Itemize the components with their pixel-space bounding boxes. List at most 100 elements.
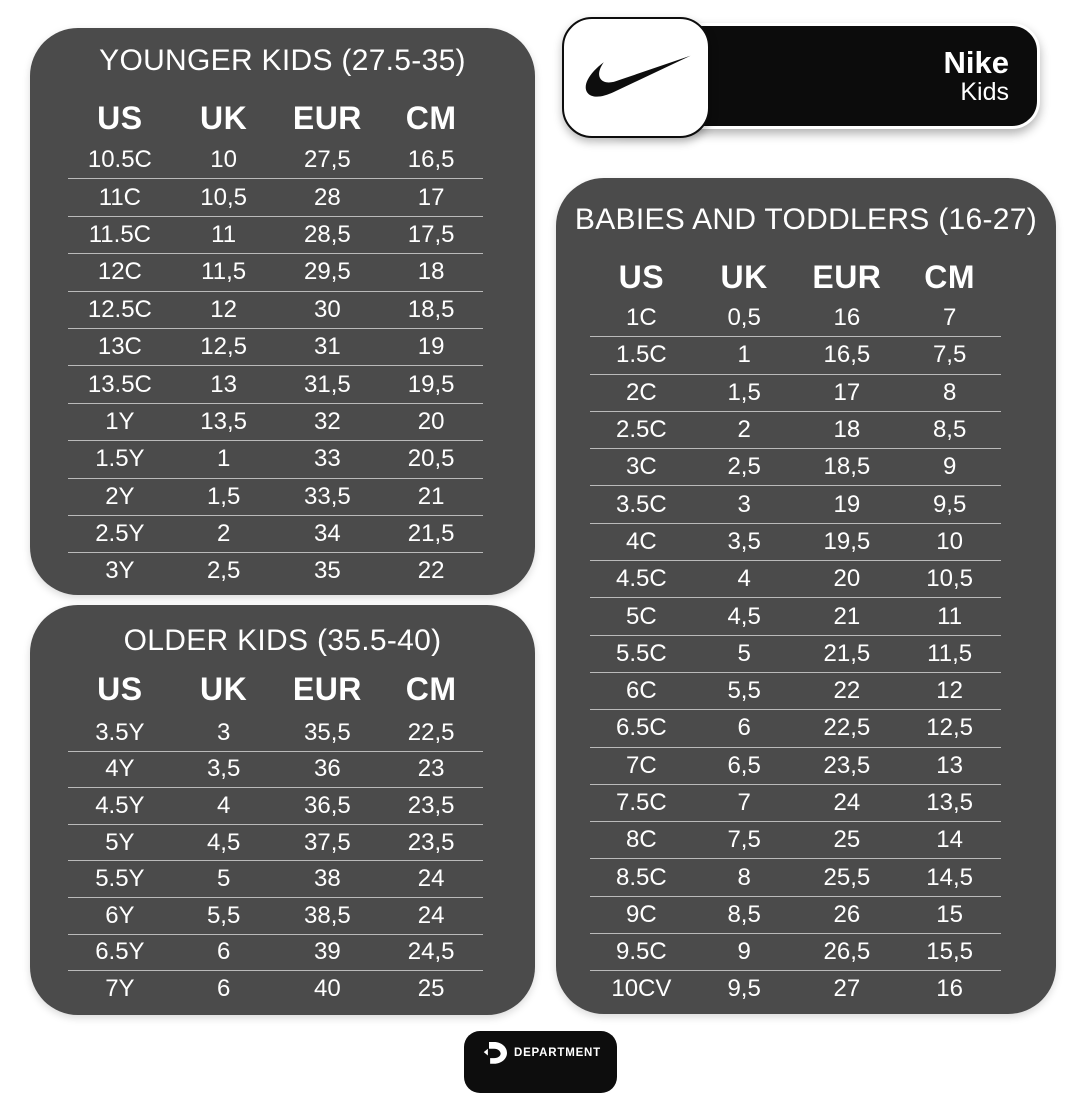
table-cell: 10CV <box>611 975 672 1003</box>
table-cell: 7.5C <box>616 789 667 816</box>
header-eur: EUR <box>292 671 362 707</box>
table-cell: 10 <box>210 146 237 174</box>
babies-toddlers-table: US UK EUR CM 1C 0,5 16 7 1.5C 1 16,5 7,5 2C 1,5 17… <box>590 261 1001 1008</box>
table-cell: 13.5C <box>87 370 152 398</box>
table-row: 3.5C 3 19 9,5 <box>590 486 1001 524</box>
table-cell: 0,5 <box>727 304 761 332</box>
table-cell: 23,5 <box>407 828 455 856</box>
table-cell: 22,5 <box>407 718 455 746</box>
table-cell: 26 <box>833 900 861 928</box>
table-cell: 4C <box>626 527 657 555</box>
table-cell: 16,5 <box>823 341 871 369</box>
table-cell: 10.5C <box>87 146 152 174</box>
table-cell: 40 <box>314 974 341 1002</box>
table-cell: 7 <box>737 789 751 816</box>
department-label: DEPARTMENT <box>513 1047 601 1059</box>
table-cell: 14,5 <box>926 863 973 891</box>
table-row: 3Y 2,5 35 22 <box>68 553 483 589</box>
table-row: 12.5C 12 30 18,5 <box>68 292 483 329</box>
header-cm: CM <box>924 259 975 295</box>
table-cell: 3,5 <box>206 755 241 783</box>
table-cell: 6 <box>216 974 231 1002</box>
table-cell: 35,5 <box>304 718 351 746</box>
table-cell: 5 <box>737 639 751 667</box>
table-cell: 5,5 <box>206 901 241 929</box>
table-cell: 19,5 <box>823 527 871 555</box>
table-cell: 7,5 <box>727 826 761 854</box>
table-cell: 3C <box>626 453 657 481</box>
table-row: 6.5C 6 22,5 12,5 <box>590 710 1001 748</box>
table-cell: 19 <box>833 490 861 518</box>
table-cell: 4 <box>737 565 751 593</box>
table-cell: 10 <box>936 527 963 555</box>
table-row: 4Y 3,5 36 23 <box>68 752 483 789</box>
table-cell: 4,5 <box>206 828 241 856</box>
table-cell: 1.5C <box>616 341 667 369</box>
table-cell: 13,5 <box>200 407 247 435</box>
table-cell: 7 <box>942 304 957 332</box>
table-cell: 32 <box>314 407 341 435</box>
table-cell: 33,5 <box>304 482 351 510</box>
table-cell: 38,5 <box>304 901 351 929</box>
table-body: 3.5Y 3 35,5 22,5 4Y 3,5 36 23 4.5Y 4 36,5 23,5 5Y 4,5… <box>68 715 483 1007</box>
table-row: 7.5C 7 24 13,5 <box>590 785 1001 823</box>
table-cell: 24 <box>833 789 861 816</box>
table-cell: 36,5 <box>304 791 351 819</box>
table-cell: 6.5C <box>616 714 667 742</box>
table-cell: 12 <box>936 677 963 705</box>
header-uk: UK <box>200 671 248 707</box>
nike-swoosh-icon <box>585 55 691 97</box>
table-cell: 12.5C <box>87 295 152 323</box>
table-cell: 4.5C <box>616 565 667 593</box>
table-cell: 23,5 <box>407 791 455 819</box>
table-row: 6Y 5,5 38,5 24 <box>68 898 483 935</box>
table-cell: 22,5 <box>823 714 871 742</box>
table-cell: 13 <box>936 751 963 779</box>
table-cell: 8,5 <box>932 416 967 444</box>
table-cell: 19,5 <box>407 370 455 398</box>
department-d-icon <box>483 1042 507 1064</box>
table-row: 5.5C 5 21,5 11,5 <box>590 636 1001 673</box>
table-cell: 18 <box>833 416 861 444</box>
table-cell: 10,5 <box>926 565 973 593</box>
table-row: 4.5C 4 20 10,5 <box>590 561 1001 599</box>
table-cell: 5 <box>216 865 231 893</box>
table-cell: 2,5 <box>727 453 761 481</box>
table-cell: 12C <box>97 258 142 286</box>
table-cell: 9.5C <box>616 938 667 966</box>
table-cell: 31,5 <box>304 370 351 398</box>
nike-brand-text: Nike Kids <box>944 46 1009 106</box>
table-cell: 8 <box>737 863 751 891</box>
table-cell: 7,5 <box>932 341 967 369</box>
table-cell: 1,5 <box>206 482 241 510</box>
table-row: 2Y 1,5 33,5 21 <box>68 479 483 516</box>
table-row: 4.5Y 4 36,5 23,5 <box>68 788 483 825</box>
table-cell: 1 <box>737 341 751 369</box>
table-cell: 1.5Y <box>95 445 145 473</box>
babies-toddlers-card: BABIES AND TODDLERS (16-27) US UK EUR CM… <box>556 178 1056 1014</box>
table-cell: 24 <box>417 901 445 929</box>
younger-kids-title: YOUNGER KIDS (27.5-35) <box>99 44 466 77</box>
older-kids-table: US UK EUR CM 3.5Y 3 35,5 22,5 4Y 3,5 36 23 4.5Y 4… <box>68 673 483 1007</box>
header-us: US <box>618 259 665 295</box>
brand-name: Nike <box>943 45 1009 80</box>
table-row: 1Y 13,5 32 20 <box>68 404 483 442</box>
table-cell: 2 <box>216 520 231 548</box>
table-row: 2C 1,5 17 8 <box>590 375 1001 412</box>
table-cell: 27 <box>833 975 861 1003</box>
header-uk: UK <box>720 259 768 295</box>
table-row: 4C 3,5 19,5 10 <box>590 524 1001 562</box>
table-cell: 8 <box>942 378 957 406</box>
table-cell: 5C <box>626 602 657 630</box>
table-cell: 24,5 <box>407 938 455 966</box>
header-eur: EUR <box>292 100 362 136</box>
older-kids-card: OLDER KIDS (35.5-40) US UK EUR CM 3.5Y 3 3… <box>30 605 535 1015</box>
table-cell: 3.5C <box>616 490 667 518</box>
table-body: 10.5C 10 27,5 16,5 11C 10,5 28 17 11.5C 11 28,5 17,… <box>68 142 483 590</box>
table-row: 13C 12,5 31 19 <box>68 329 483 367</box>
table-row: 3C 2,5 18,5 9 <box>590 449 1001 487</box>
table-cell: 15,5 <box>926 938 973 966</box>
table-cell: 8.5C <box>616 863 667 891</box>
table-row: 10.5C 10 27,5 16,5 <box>68 142 483 180</box>
table-body: 1C 0,5 16 7 1.5C 1 16,5 7,5 2C 1,5 17 8 2.5C 2 18 8,5 3C… <box>590 300 1001 1008</box>
